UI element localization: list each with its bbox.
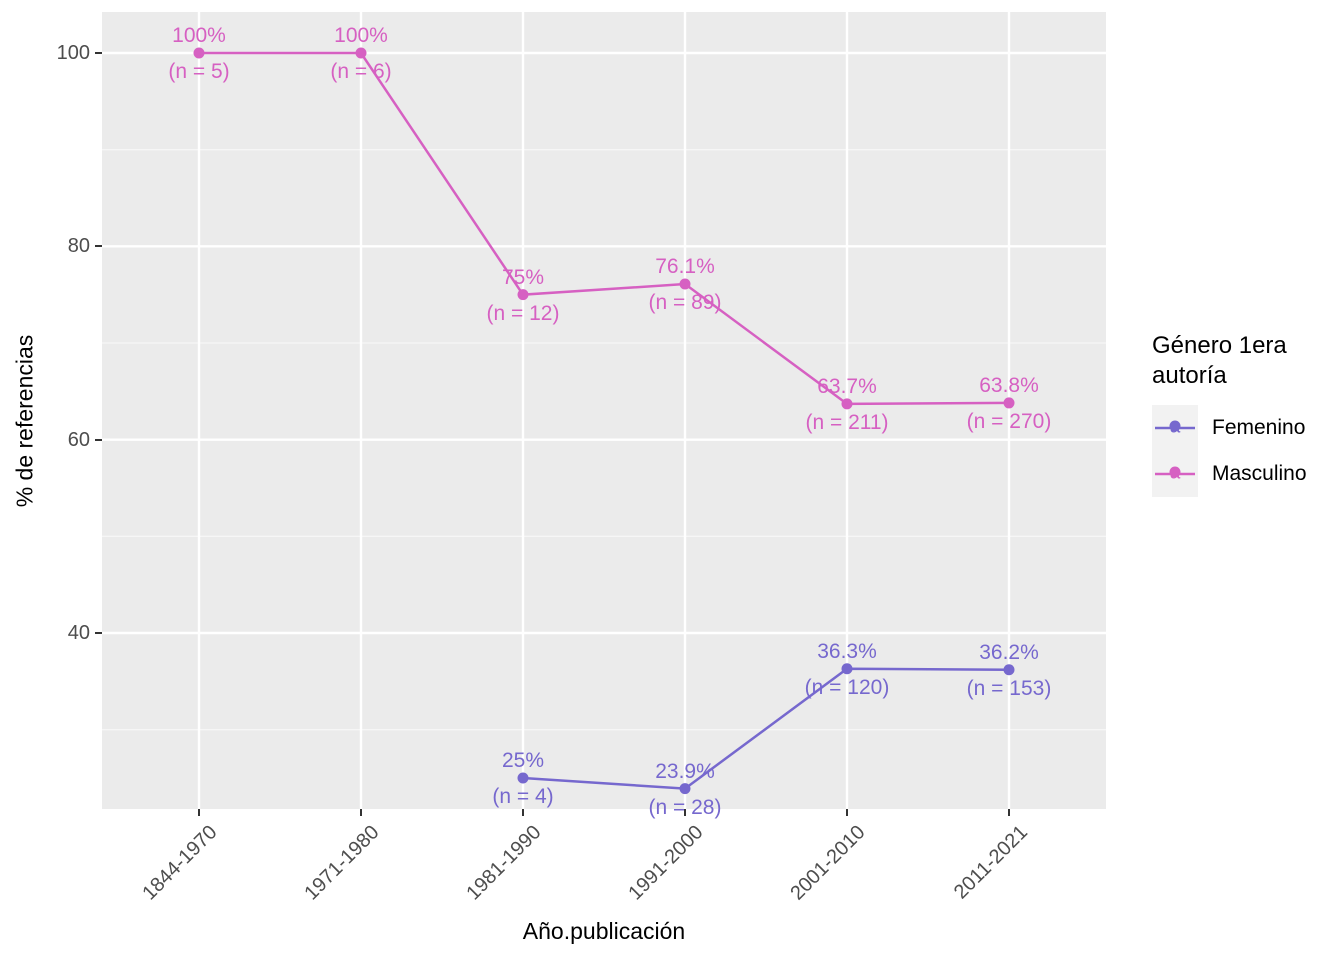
x-tick-label: 1844-1970 <box>138 821 222 905</box>
legend-entry-label: Femenino <box>1212 416 1306 440</box>
point-value-label: 63.7% <box>817 374 877 398</box>
point-value-label: 36.3% <box>817 639 877 663</box>
x-tick-label: 1991-2000 <box>624 821 708 905</box>
point-value-label: 23.9% <box>655 759 715 783</box>
point-count-label: (n = 12) <box>486 301 560 325</box>
legend-entry-femenino: a Femenino <box>1152 405 1332 452</box>
data-point <box>1003 397 1015 409</box>
legend-key-glyph: a <box>1152 405 1198 452</box>
point-count-label: (n = 211) <box>805 410 889 434</box>
point-value-label: 36.2% <box>979 640 1039 664</box>
point-value-label: 25% <box>501 749 545 772</box>
data-point <box>193 47 205 59</box>
point-count-label: (n = 28) <box>648 795 722 819</box>
point-value-label: 100% <box>334 24 388 47</box>
x-tick-mark <box>360 809 362 816</box>
y-tick-mark <box>95 245 102 248</box>
series-line-femenino <box>522 667 1010 790</box>
x-tick-mark <box>198 809 200 816</box>
data-point <box>679 278 691 290</box>
point-count-label: (n = 89) <box>648 291 722 315</box>
point-value-label: 75% <box>501 265 545 289</box>
legend-key-letter: a <box>1169 417 1181 439</box>
x-tick-label: 2001-2010 <box>786 821 870 905</box>
x-tick-mark <box>684 809 686 816</box>
point-count-label: (n = 4) <box>492 785 554 808</box>
x-tick-mark <box>846 809 848 816</box>
x-tick-mark <box>1008 809 1010 816</box>
point-count-label: (n = 5) <box>168 60 230 83</box>
legend-key-glyph: a <box>1152 451 1198 498</box>
x-tick-mark <box>522 809 524 816</box>
data-point <box>517 772 529 784</box>
y-tick-label: 40 <box>67 622 90 644</box>
point-value-label: 63.8% <box>979 373 1039 397</box>
y-tick-mark <box>95 632 102 634</box>
legend-entries: a Femenino a Masculino <box>1152 405 1332 498</box>
legend-key-letter: a <box>1169 463 1181 485</box>
data-point <box>841 398 853 410</box>
data-point <box>517 289 529 301</box>
y-tick-mark <box>95 438 102 441</box>
x-tick-label: 1971-1980 <box>300 821 384 905</box>
y-tick-label: 60 <box>67 428 90 451</box>
point-count-label: (n = 270) <box>966 409 1052 433</box>
y-axis-title: % de referencias <box>11 334 38 507</box>
legend: Género 1era autoría a Femenino a Masculino <box>1152 331 1332 498</box>
point-count-label: (n = 153) <box>966 676 1052 700</box>
plot-panel: 25% (n = 4) 23.9% (n = 28) 36.3% (n = 120) 36.… <box>102 12 1106 818</box>
legend-entry-label: Masculino <box>1212 462 1307 486</box>
data-point <box>679 783 691 795</box>
y-tick-mark <box>95 52 102 54</box>
point-value-label: 76.1% <box>655 255 715 279</box>
x-tick-label: 1981-1990 <box>462 821 546 905</box>
data-point <box>1003 664 1015 676</box>
x-tick-label: 2011-2021 <box>949 821 1033 904</box>
point-count-label: (n = 120) <box>804 675 890 699</box>
point-value-label: 100% <box>172 24 226 47</box>
data-point <box>355 47 367 59</box>
plot-lines-svg <box>102 12 1106 809</box>
y-tick-label: 80 <box>67 235 90 258</box>
legend-entry-masculino: a Masculino <box>1152 451 1332 498</box>
legend-title: Género 1era autoría <box>1152 332 1287 390</box>
series-line-masculino <box>199 51 1010 406</box>
data-point <box>841 663 853 675</box>
y-tick-label: 100 <box>56 42 90 64</box>
x-axis-title: Año.publicación <box>522 918 686 944</box>
point-count-label: (n = 6) <box>330 60 392 83</box>
